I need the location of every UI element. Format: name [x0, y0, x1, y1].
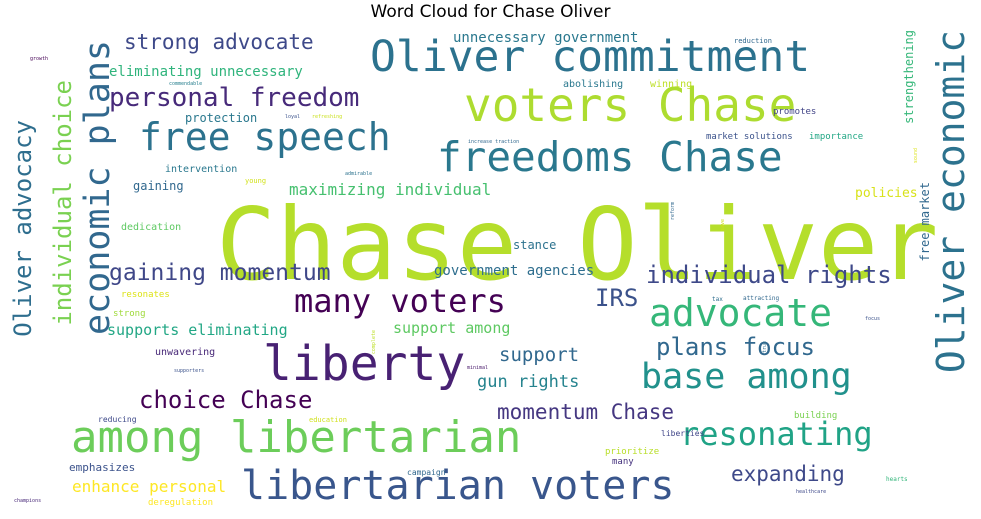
word-government-agencies: government agencies [434, 263, 595, 279]
word-emphasizes: emphasizes [69, 461, 136, 474]
word-dedication: dedication [121, 222, 182, 233]
word-oliver-advocacy: Oliver advocacy [9, 120, 37, 337]
word-freedoms-chase: freedoms Chase [437, 133, 783, 181]
word-gaining: gaining [133, 179, 184, 193]
word-refreshing: refreshing [312, 114, 343, 120]
word-focus: focus [865, 316, 881, 322]
word-sound: sound [913, 148, 919, 164]
word-enhance-personal: enhance personal [72, 477, 227, 496]
word-healthcare: healthcare [796, 489, 827, 495]
word-campaign: campaign [407, 468, 446, 477]
word-true: true [762, 341, 768, 354]
word-increase-traction: increase traction [468, 139, 520, 145]
word-reduction: reduction [734, 37, 772, 45]
word-irs: IRS [595, 284, 639, 312]
word-many-voters: many voters [294, 282, 506, 320]
word-commendable: commendable [169, 81, 203, 87]
word-market-solutions: market solutions [706, 132, 793, 142]
word-importance: importance [809, 132, 864, 142]
word-support-among: support among [393, 319, 511, 337]
word-policies: policies [855, 186, 918, 201]
word-voters-chase: voters Chase [464, 78, 797, 132]
word-momentum-chase: momentum Chase [497, 400, 675, 424]
word-resonates: resonates [121, 290, 170, 300]
word-champions: champions [14, 498, 42, 504]
word-complete: complete [371, 330, 377, 355]
word-abolishing: abolishing [563, 79, 624, 90]
word-oliver-economic: Oliver economic [929, 30, 972, 374]
word-reducing: reducing [98, 415, 137, 424]
word-choice-chase: choice Chase [139, 386, 313, 414]
word-protection: protection [185, 111, 258, 125]
word-education: education [309, 416, 347, 424]
chart-title: Word Cloud for Chase Oliver [370, 2, 611, 22]
word-hearts: hearts [886, 476, 908, 483]
word-tax: tax [712, 296, 723, 303]
word-personal-freedom: personal freedom [109, 83, 360, 113]
word-prioritize: prioritize [605, 447, 660, 457]
word-liberties: liberties [661, 429, 705, 438]
word-free-speech: free speech [139, 115, 391, 159]
word-growth: growth [30, 56, 49, 62]
word-many: many [612, 457, 634, 467]
word-gun-rights: gun rights [477, 372, 580, 392]
word-admirable: admirable [345, 171, 373, 177]
word-promotes: promotes [773, 107, 817, 117]
word-among-libertarian: among libertarian [71, 412, 522, 463]
word-expanding: expanding [731, 462, 845, 486]
word-deregulation: deregulation [148, 498, 214, 508]
word-supporters: supporters [174, 368, 205, 374]
word-unwavering: unwavering [155, 347, 216, 358]
word-eliminating-unnecessary: eliminating unnecessary [109, 64, 303, 80]
word-cloud: Chase Oliver voters Chase Oliver commitmen… [9, 30, 972, 515]
word-minimal: minimal [467, 365, 489, 371]
word-save: save [720, 219, 726, 232]
word-plans-focus: plans focus [656, 333, 815, 361]
word-supports-eliminating: supports eliminating [107, 321, 288, 339]
word-maximizing-individual: maximizing individual [289, 180, 492, 199]
word-chase-oliver: Chase Oliver [216, 186, 939, 303]
word-individual-rights: individual rights [646, 261, 892, 289]
word-liberty: liberty [263, 336, 466, 392]
word-resonating: resonating [680, 415, 873, 453]
word-reform: reform [670, 202, 676, 221]
word-gaining-momentum: gaining momentum [109, 260, 331, 286]
word-winning: winning [650, 79, 693, 90]
word-strengthening: strengthening [902, 30, 916, 124]
word-attracting: attracting [743, 295, 780, 302]
word-building: building [794, 411, 838, 421]
word-intervention: intervention [165, 164, 238, 175]
word-strong: strong [113, 309, 146, 319]
word-oliver-commitment: Oliver commitment [370, 32, 811, 82]
word-base-among: base among [641, 357, 852, 397]
word-libertarian-voters: libertarian voters [241, 463, 675, 509]
word-advocate: advocate [649, 291, 833, 335]
word-strong-advocate: strong advocate [124, 30, 314, 54]
word-young: young [245, 177, 267, 185]
word-unnecessary-government: unnecessary government [453, 30, 639, 46]
word-support: support [499, 344, 580, 366]
word-individual-choice: individual choice [49, 80, 77, 326]
word-loyal: loyal [285, 114, 301, 120]
word-stance: stance [513, 238, 557, 252]
word-free-market: free market [918, 182, 932, 262]
